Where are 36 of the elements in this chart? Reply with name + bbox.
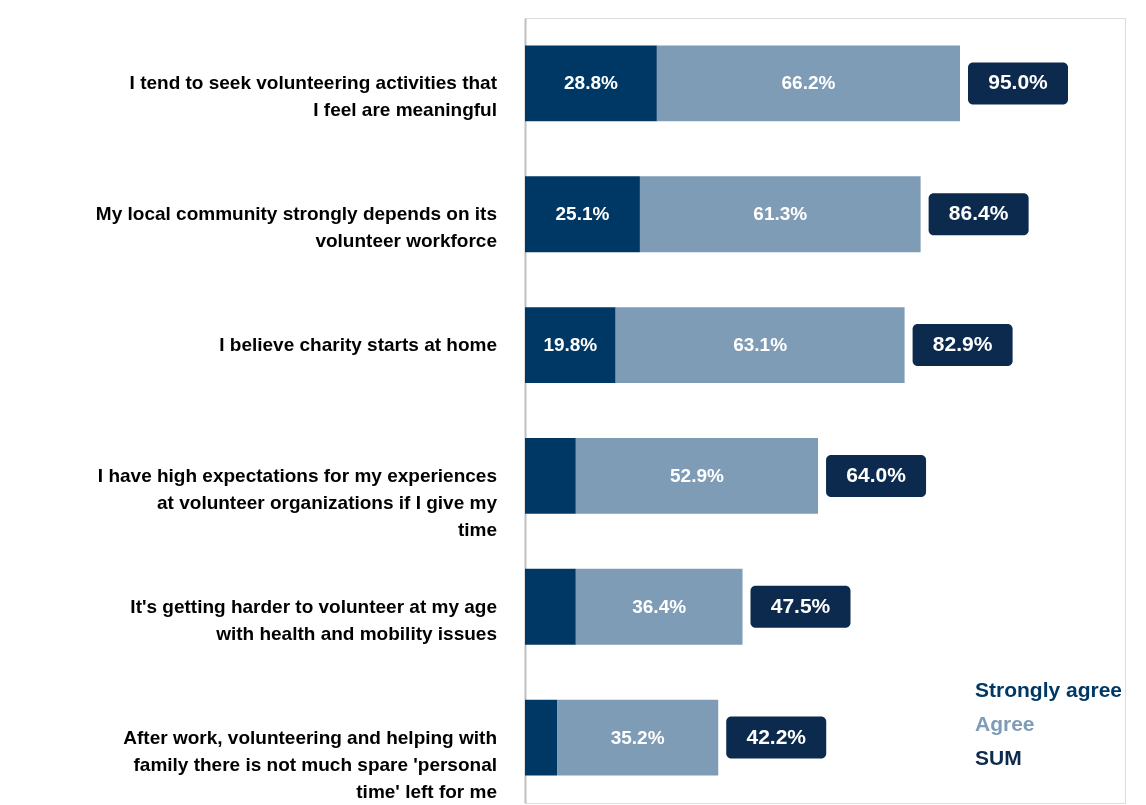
total-label: 64.0% [846,462,907,486]
text: Strongly agree [975,678,1123,701]
data-label: 28.8% [564,72,618,94]
data-label: 25.1% [555,203,610,225]
data-label: 36.4% [632,595,687,617]
bar [557,699,719,776]
bar [639,176,921,253]
y-tick-label: I tend to seek volunteering activities that I feel are meaningful [129,72,498,121]
data-label: 66.2% [781,72,836,94]
data-label: 35.2% [610,726,665,748]
text: SUM [975,746,1022,769]
y-tick-label: I believe charity starts at home [219,334,497,356]
bar [656,45,960,122]
bar [575,568,743,645]
bar [525,176,640,253]
y-tick-label: My local community strongly depends on its volunteer workforce [95,203,497,252]
bar [575,437,819,514]
bar [525,699,558,776]
text: Agree [975,712,1035,735]
data-label: 63.1% [733,334,788,356]
data-label: 19.8% [543,334,598,356]
y-tick-label: I have high expectations for my experiences at volunteer organizations if I give my time [97,464,498,540]
total-label: 95.0% [988,70,1049,94]
total-label: 82.9% [932,332,993,356]
total-label: 42.2% [746,724,807,748]
data-label: 61.3% [753,203,808,225]
total-label: 47.5% [770,593,831,617]
bar [615,307,905,384]
bar [525,307,616,384]
y-tick-label: It's getting harder to volunteer at my age with health and mobility issues [130,595,497,644]
bar [525,45,657,122]
total-label: 86.4% [948,201,1009,225]
bar [525,568,576,645]
bar [525,437,576,514]
y-tick-label: After work, volunteering and helping with family there is not much spare 'personal time' left for me [123,726,497,802]
data-label: 52.9% [670,464,724,486]
